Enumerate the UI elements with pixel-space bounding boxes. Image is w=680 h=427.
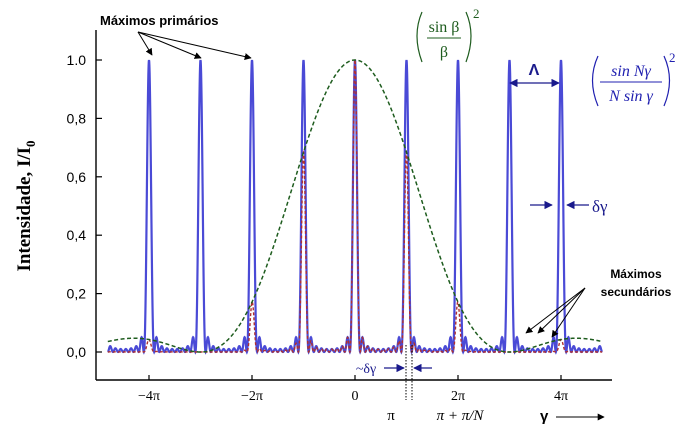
primary-arrow-3: [137, 31, 252, 60]
pi-label: π: [387, 408, 395, 424]
primary-arrow-2: [137, 31, 202, 59]
secondary-arrow-1: [525, 287, 586, 334]
y-tick-label: 0,4: [67, 227, 87, 243]
y-axis-label: Intensidade, I/I0: [14, 140, 38, 271]
grating-formula: sin Nγ N sin γ 2: [591, 50, 676, 107]
period-label: Λ: [529, 62, 540, 79]
x-tick-label: 0: [352, 389, 359, 404]
secondary-maxima-label-line1: Máximos: [610, 267, 662, 281]
envelope-formula-denominator: β: [440, 44, 448, 61]
secondary-arrow-3: [551, 287, 586, 338]
series-envelope-line: [107, 59, 603, 353]
y-tick-label: 1.0: [67, 52, 87, 68]
x-tick-label: −4π: [138, 389, 160, 404]
x-tick-label: 4π: [554, 389, 568, 404]
x-tick-label: 2π: [451, 389, 465, 404]
x-ticks: −4π −2π 0 2π 4π: [138, 375, 568, 404]
grating-formula-denominator: N sin γ: [608, 88, 653, 105]
envelope-formula-numerator: sin β: [429, 19, 460, 36]
series-product-line: [107, 59, 603, 354]
y-tick-label: 0,6: [67, 169, 87, 185]
grating-formula-exponent: 2: [669, 50, 676, 65]
y-axis-label-subscript: 0: [23, 140, 38, 147]
y-tick-label: 0,0: [67, 344, 87, 360]
approx-width-label: ~δγ: [356, 362, 376, 377]
y-tick-label: 0,8: [67, 110, 87, 126]
y-ticks: 0,0 0,2 0,4 0,6 0,8 1.0: [67, 52, 102, 360]
x-tick-label: −2π: [241, 389, 263, 404]
width-label: δγ: [592, 197, 608, 216]
pi-plus-label: π + π/N: [437, 408, 485, 424]
primary-arrow-1: [137, 31, 153, 56]
grating-formula-numerator: sin Nγ: [611, 63, 651, 80]
grating-formula-paren-right: [663, 55, 671, 107]
envelope-formula-exponent: 2: [473, 6, 480, 21]
envelope-formula: sin β β 2: [416, 6, 480, 63]
secondary-maxima-label-line2: secundários: [601, 285, 672, 299]
envelope-formula-paren-right: [465, 11, 472, 63]
x-axis-label: γ: [540, 408, 549, 425]
series-grating-line: [107, 59, 603, 355]
primary-maxima-label: Máximos primários: [100, 13, 219, 28]
grating-formula-paren-left: [591, 55, 599, 107]
envelope-formula-paren-left: [416, 11, 423, 63]
secondary-arrow-2: [537, 287, 586, 334]
y-tick-label: 0,2: [67, 286, 87, 302]
